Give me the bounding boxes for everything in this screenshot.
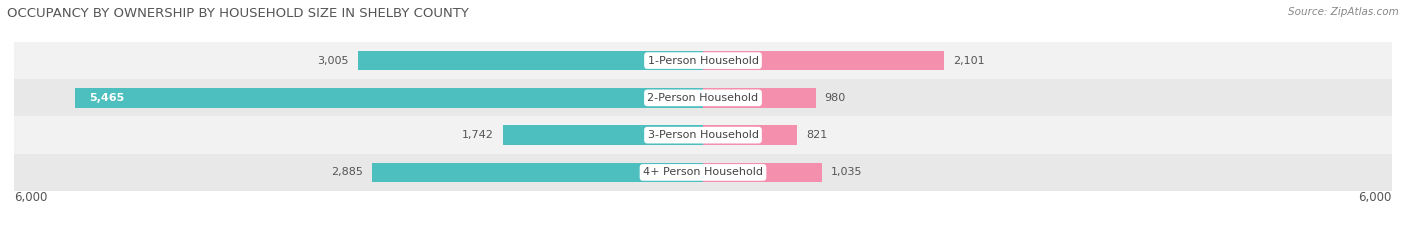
Text: 2,101: 2,101: [953, 56, 986, 65]
Bar: [76, 88, 703, 108]
Text: 5,465: 5,465: [89, 93, 125, 103]
Text: 3,005: 3,005: [318, 56, 349, 65]
Text: 1,742: 1,742: [463, 130, 494, 140]
Text: 1,035: 1,035: [831, 168, 862, 177]
Text: 2,885: 2,885: [330, 168, 363, 177]
Text: 6,000: 6,000: [14, 191, 48, 204]
Text: 2-Person Household: 2-Person Household: [647, 93, 759, 103]
Bar: [703, 163, 823, 182]
Bar: [703, 125, 797, 145]
Bar: [359, 51, 703, 70]
Text: Source: ZipAtlas.com: Source: ZipAtlas.com: [1288, 7, 1399, 17]
Bar: [371, 163, 703, 182]
Bar: [14, 79, 1392, 116]
Bar: [14, 42, 1392, 79]
Bar: [14, 116, 1392, 154]
Text: 4+ Person Household: 4+ Person Household: [643, 168, 763, 177]
Bar: [703, 51, 945, 70]
Text: 821: 821: [807, 130, 828, 140]
Text: OCCUPANCY BY OWNERSHIP BY HOUSEHOLD SIZE IN SHELBY COUNTY: OCCUPANCY BY OWNERSHIP BY HOUSEHOLD SIZE…: [7, 7, 470, 20]
Text: 6,000: 6,000: [1358, 191, 1392, 204]
Text: 980: 980: [825, 93, 846, 103]
Bar: [703, 88, 815, 108]
Bar: [503, 125, 703, 145]
Text: 3-Person Household: 3-Person Household: [648, 130, 758, 140]
Text: 1-Person Household: 1-Person Household: [648, 56, 758, 65]
Bar: [14, 154, 1392, 191]
